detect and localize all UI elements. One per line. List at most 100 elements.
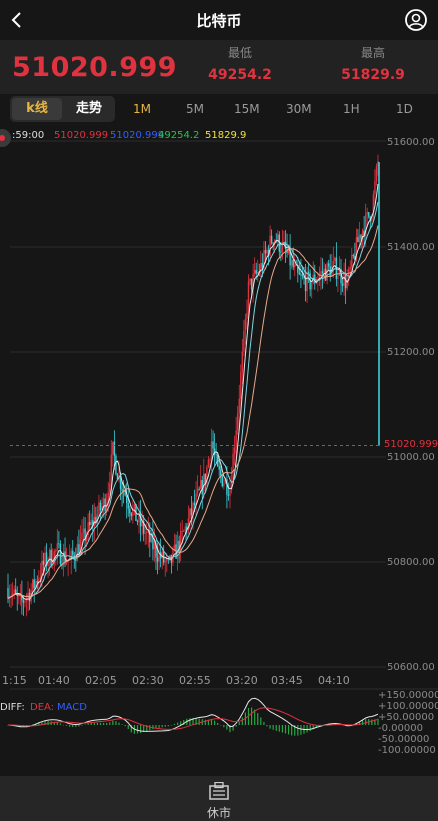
candle-body: [189, 508, 191, 519]
macd-bar: [226, 725, 228, 730]
candle-body: [247, 281, 250, 313]
macd-bar: [235, 725, 237, 727]
candle-body: [241, 351, 244, 373]
y-tick-label: 50600.00: [387, 662, 435, 673]
candle-body: [267, 249, 270, 256]
user-circle-icon[interactable]: [404, 8, 428, 32]
candle-body: [105, 504, 108, 512]
candle-body: [269, 235, 271, 256]
candle-body: [337, 275, 339, 279]
candle-body: [229, 490, 231, 496]
macd-dea-line: [8, 707, 379, 730]
macd-bar: [291, 725, 293, 736]
macd-diff-line: [7, 697, 379, 732]
candle-body: [19, 594, 22, 596]
high-label: 最高: [360, 46, 385, 60]
legend-open: 51020.999: [54, 130, 108, 141]
macd-bar: [164, 725, 166, 727]
candle-body: [274, 240, 276, 243]
candle-body: [107, 492, 109, 505]
candle-body: [121, 489, 123, 491]
candle-body: [346, 280, 348, 289]
candle-body: [126, 495, 128, 504]
candle-body: [110, 454, 112, 484]
candle-body: [192, 502, 194, 516]
macd-bar: [65, 725, 68, 726]
macd-bar: [275, 725, 277, 731]
nav-label[interactable]: 休市: [206, 806, 231, 820]
candle-body: [39, 577, 42, 579]
candle-body: [150, 533, 153, 543]
macd-bar: [272, 725, 274, 730]
candle-body: [196, 488, 199, 494]
candle-body: [11, 593, 14, 596]
period-1h[interactable]: 1H: [343, 102, 360, 116]
candle-body: [178, 540, 180, 552]
macd-bar: [266, 725, 268, 727]
candle-body: [183, 530, 185, 532]
y-tick-label: 51000.00: [387, 452, 435, 463]
candle-body: [115, 455, 117, 475]
macd-bar: [284, 725, 287, 734]
x-tick-label: 04:10: [318, 674, 350, 687]
candle-body: [318, 275, 321, 280]
candle-body: [13, 589, 15, 594]
candle-body: [50, 549, 52, 566]
macd-bar: [365, 719, 367, 725]
candle-body: [48, 549, 51, 563]
period-1m[interactable]: 1M: [133, 102, 151, 116]
macd-bar: [361, 720, 364, 725]
candle-body: [314, 274, 316, 284]
x-tick-label: 01:40: [38, 674, 70, 687]
candle-body: [24, 601, 26, 603]
candle-body: [82, 528, 85, 533]
macd-bar: [297, 725, 299, 736]
macd-bar: [155, 725, 157, 729]
macd-bar: [161, 725, 163, 728]
macd-bar: [170, 725, 173, 726]
high-stat: 最高 51829.9: [337, 44, 409, 83]
back-chevron-icon[interactable]: [4, 6, 32, 34]
candle-body: [36, 581, 38, 583]
macd-bar: [183, 720, 185, 725]
macd-bar: [72, 725, 74, 728]
candle-body: [204, 473, 207, 484]
macd-bar: [78, 725, 80, 727]
period-15m[interactable]: 15M: [234, 102, 260, 116]
period-1d[interactable]: 1D: [396, 102, 413, 116]
macd-bar: [241, 717, 243, 725]
macd-bar: [374, 719, 376, 725]
candle-body: [181, 530, 183, 532]
kline-chart[interactable]: :59:00 51020.999 51020.999 49254.2 51829…: [0, 124, 438, 776]
candle-body: [243, 330, 245, 352]
macd-dea-label: DEA:: [30, 702, 54, 713]
candle-body: [249, 278, 251, 282]
candle-body: [352, 255, 355, 257]
candle-body: [179, 531, 182, 552]
period-30m[interactable]: 30M: [286, 102, 312, 116]
tab-kline[interactable]: k线: [12, 98, 62, 120]
candle-body: [158, 552, 160, 562]
macd-bar: [32, 724, 34, 725]
candle-body: [96, 514, 99, 524]
candle-body: [58, 543, 60, 545]
macd-bar: [217, 723, 219, 725]
macd-bar: [56, 722, 58, 725]
tab-line[interactable]: 走势: [75, 101, 102, 116]
candle-body: [233, 447, 236, 454]
legend-toggle-icon[interactable]: [0, 129, 11, 147]
period-5m[interactable]: 5M: [186, 102, 204, 116]
market-closed-icon[interactable]: [208, 782, 230, 800]
macd-bar: [136, 725, 139, 734]
candle-body: [84, 528, 86, 541]
candle-body: [260, 262, 262, 273]
candle-body: [129, 508, 131, 514]
legend-close: 51020.999: [110, 130, 164, 141]
macd-bar: [127, 725, 129, 730]
candle-body: [133, 504, 136, 509]
candle-body: [263, 250, 265, 269]
macd-bar: [69, 725, 71, 727]
candle-body: [65, 561, 68, 564]
macd-bar: [204, 719, 206, 725]
candle-body: [332, 261, 334, 266]
